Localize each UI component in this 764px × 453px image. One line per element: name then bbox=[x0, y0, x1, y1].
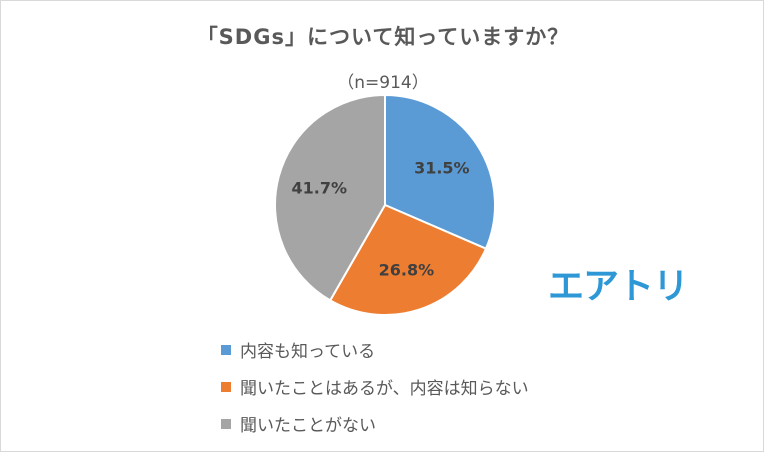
legend-label: 聞いたことがない bbox=[240, 416, 376, 436]
pie-slice-known bbox=[384, 93, 496, 251]
legend-label: 聞いたことはあるが、内容は知らない bbox=[240, 379, 529, 399]
pie-slice-heard bbox=[328, 203, 488, 316]
legend-item-known: 内容も知っている bbox=[221, 331, 529, 368]
legend-label: 内容も知っている bbox=[240, 342, 376, 362]
slice-label-known: 31.5% bbox=[414, 159, 470, 178]
legend-swatch-orange bbox=[221, 381, 231, 392]
legend-swatch-blue bbox=[221, 344, 231, 355]
airtrip-logo: エアトリ bbox=[548, 266, 689, 307]
chart-title: 「SDGs」について知っていますか？ bbox=[196, 25, 570, 49]
chart-subtitle: （n=914） bbox=[337, 73, 429, 93]
legend-item-unknown: 聞いたことがない bbox=[221, 405, 529, 442]
pie-slice-unknown bbox=[274, 93, 386, 302]
legend-swatch-gray bbox=[221, 418, 231, 429]
slice-label-unknown: 41.7% bbox=[292, 178, 348, 197]
legend: 内容も知っている 聞いたことはあるが、内容は知らない 聞いたことがない bbox=[221, 331, 529, 442]
legend-item-heard: 聞いたことはあるが、内容は知らない bbox=[221, 368, 529, 405]
slice-label-heard: 26.8% bbox=[379, 261, 435, 280]
